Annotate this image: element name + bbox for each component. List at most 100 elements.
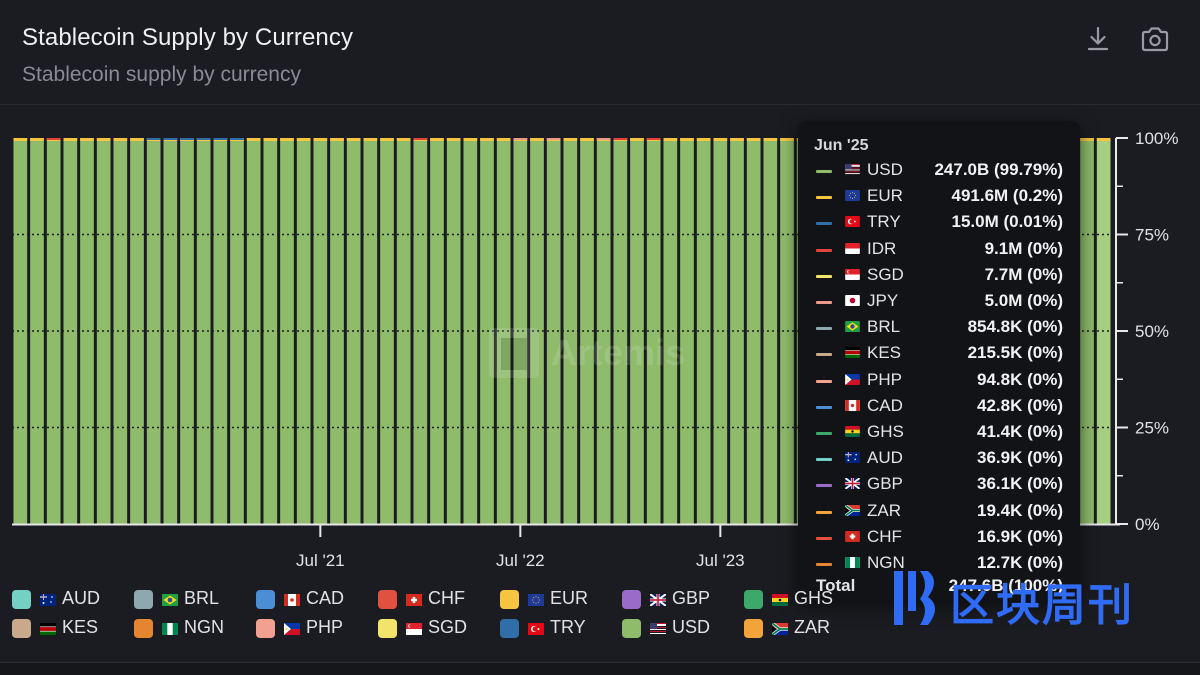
bar-eur [30,138,44,141]
tooltip-value: 7.7M (0%) [984,264,1063,284]
usd-flag-icon [650,623,666,634]
tooltip-swatch [816,222,832,226]
kes-flag-icon [40,623,56,635]
legend-label: SGD [428,617,468,637]
sgd-flag-icon [406,623,422,635]
legend-swatch [622,590,641,609]
tooltip-value: 247.0B (99.79%) [934,160,1063,179]
legend-swatch [256,590,275,609]
legend-item-sgd[interactable]: SGD [378,617,496,641]
tooltip-currency: CAD [867,395,903,415]
tooltip-swatch [816,353,832,357]
chf-flag-icon [406,594,422,606]
tooltip-value: 41.4K (0%) [977,422,1063,441]
legend-label: PHP [306,617,344,637]
tooltip-swatch [816,170,832,173]
tooltip-value: 36.1K (0%) [977,474,1063,494]
legend-item-chf[interactable]: CHF [378,588,496,612]
bar-eur [763,138,778,141]
bar-eur [1096,138,1111,141]
legend-item-cad[interactable]: CAD [256,588,374,612]
tooltip-total-label: Total [816,576,856,595]
bar-minor [513,138,528,140]
tooltip-swatch [816,405,832,409]
tooltip-currency: JPY [867,291,899,310]
bar-eur [580,138,594,141]
aud-flag-icon [40,594,56,606]
legend-item-usd[interactable]: USD [622,617,740,641]
bar-minor [230,138,244,140]
bar-minor [613,138,628,140]
bar-eur [446,138,461,141]
legend-swatch [378,619,397,638]
bar-eur [63,138,78,141]
bar-minor [180,138,194,140]
bar-usd [113,138,128,524]
zar-flag-icon [845,504,860,516]
bar-eur [780,138,794,141]
brl-flag-icon [162,594,178,606]
tooltip-currency: GHS [867,422,904,441]
legend-label: NGN [184,617,224,637]
legend-swatch [378,590,397,609]
tooltip-value: 16.9K (0%) [977,526,1063,546]
kes-flag-icon [845,347,860,359]
publisher-logo-icon [894,571,935,625]
try-flag-icon [845,216,860,228]
tooltip-row-ghs: GHS 41.4K (0%) [798,420,1080,446]
y-tick-label: 50% [1135,322,1169,341]
camera-icon[interactable] [1138,22,1172,56]
bar-eur [630,138,644,141]
legend-swatch [134,590,153,609]
jpy-flag-icon [845,295,860,306]
legend-item-ngn[interactable]: NGN [134,617,252,641]
bar-eur [530,138,544,141]
legend-item-brl[interactable]: BRL [134,588,252,612]
tooltip-value: 15.0M (0.01%) [951,212,1064,232]
tooltip-row-idr: IDR 9.1M (0%) [798,237,1080,263]
legend-item-eur[interactable]: EUR [500,588,618,612]
publisher-watermark-text: 区块周刊 [950,580,1134,631]
legend-item-gbp[interactable]: GBP [622,588,740,612]
chart-title: Stablecoin Supply by Currency [22,24,354,51]
bar-minor [413,138,428,140]
usd-flag-icon [845,164,860,175]
tooltip-currency: PHP [867,369,902,389]
bar-usd [413,138,428,524]
legend-label: USD [672,617,711,637]
legend-item-try[interactable]: TRY [500,617,618,641]
bar-usd [713,138,728,524]
bar-usd [613,138,628,524]
bar-minor [196,138,211,140]
tooltip-date: Jun '25 [814,137,869,154]
bar-minor [596,138,611,140]
download-icon[interactable] [1081,22,1115,56]
tooltip-swatch [816,274,832,278]
bar-eur [246,138,261,141]
bar-minor [546,138,561,140]
tooltip-row-kes: KES 215.5K (0%) [798,341,1080,367]
ghs-flag-icon [772,594,788,606]
tooltip-currency: TRY [867,212,901,232]
bar-eur [746,138,761,141]
legend-item-ghs[interactable]: GHS [744,588,862,612]
legend-item-kes[interactable]: KES [12,617,130,641]
bar-usd [263,138,278,524]
tooltip-currency: CHF [867,526,902,546]
bar-eur [680,138,694,141]
tooltip-swatch [816,458,832,462]
legend-swatch [622,619,641,638]
publisher-watermark: 区块周刊 [888,565,1178,635]
tooltip-value: 5.0M (0%) [984,291,1063,310]
artemis-watermark-text: Artemis [551,332,686,373]
legend-item-php[interactable]: PHP [256,617,374,641]
tooltip-row-aud: AUD 36.9K (0%) [798,446,1080,472]
legend-item-zar[interactable]: ZAR [744,617,862,641]
bar-eur [480,138,494,141]
legend-item-aud[interactable]: AUD [12,588,130,612]
tooltip-value: 854.8K (0%) [967,317,1063,337]
tooltip-total-value: 247.6B (100%) [948,576,1063,595]
tooltip-swatch [816,484,832,488]
bar-eur [696,138,711,141]
tooltip-value: 42.8K (0%) [977,395,1063,415]
